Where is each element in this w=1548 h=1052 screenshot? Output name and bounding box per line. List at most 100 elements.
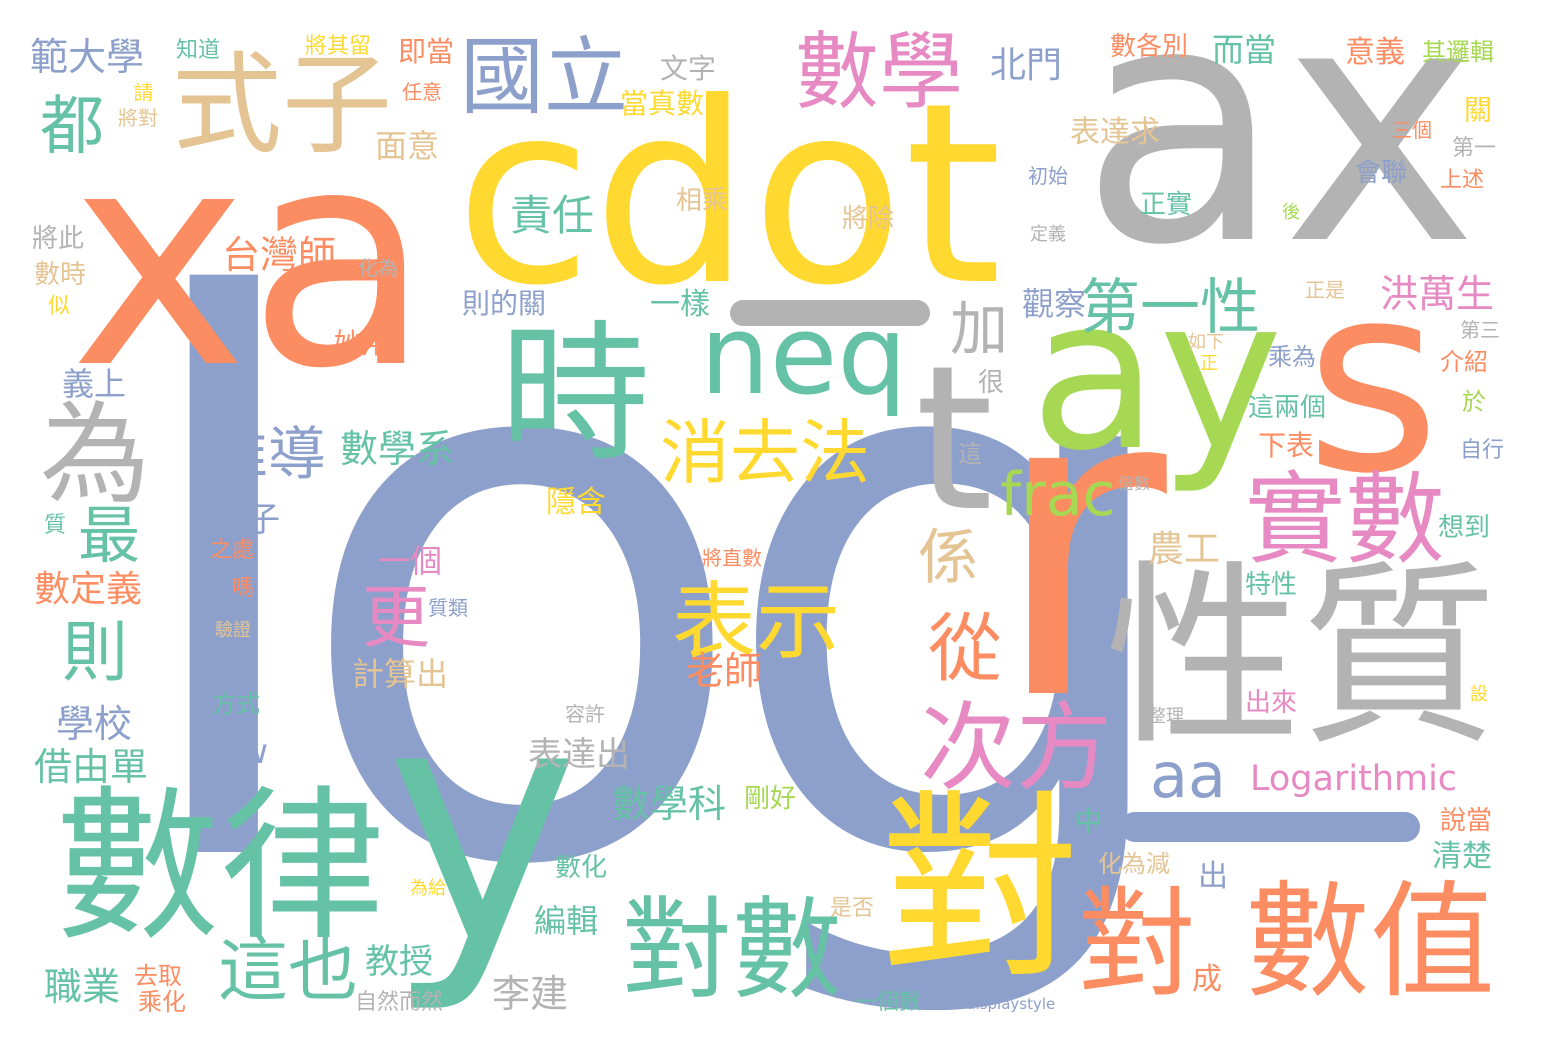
word-beishu: 倍數 xyxy=(1118,474,1151,493)
word-xingzhi: 性質 xyxy=(1105,544,1498,772)
word-duishu: 對數 xyxy=(622,886,842,1014)
word-zedeguan: 則的關 xyxy=(462,287,547,320)
word-miaoyong: 妙用 xyxy=(334,327,391,360)
word-ax: ax xyxy=(1080,0,1478,317)
word-qiluoji: 其邏輯 xyxy=(1422,38,1494,66)
word-log: log xyxy=(118,148,1197,1032)
word-si: 似 xyxy=(48,294,71,319)
word-fangshi: 方式 xyxy=(212,690,260,718)
word-shuxueke: 數學科 xyxy=(612,782,727,826)
word-laoshi: 老師 xyxy=(686,649,763,693)
word-jiangchu: 將除 xyxy=(842,204,895,234)
word-cdot: cdot xyxy=(455,49,1003,340)
word-zhengshi2: 正是 xyxy=(1305,278,1345,302)
word-ay: ay xyxy=(1030,252,1283,497)
word-dui-large: 對 xyxy=(880,773,1081,1006)
word-quqiu: 去取 xyxy=(134,962,182,990)
word-shushi: 數時 xyxy=(34,260,87,290)
word-jia: 加 xyxy=(950,295,1009,363)
word-jiangzhishu: 將直數 xyxy=(702,546,762,570)
word-jiangdui: 將對 xyxy=(118,106,158,130)
word-zheye: 這也 xyxy=(218,929,358,1011)
word-displaystyle: displaystyle xyxy=(966,995,1056,1013)
word-chulai: 出來 xyxy=(1245,688,1298,718)
word-jiangci: 將此 xyxy=(32,224,85,254)
word-zhiye: 職業 xyxy=(44,965,121,1009)
word-jidang: 即當 xyxy=(398,35,455,68)
word-disan: 第三 xyxy=(1460,318,1500,342)
word-hou: 後 xyxy=(1282,202,1300,223)
word-lijian: 李建 xyxy=(492,972,569,1016)
word-zhengshi: 正實 xyxy=(1140,190,1193,220)
word-hen: 很 xyxy=(978,368,1005,398)
word-shuxue: 數學 xyxy=(795,23,964,121)
word-logarithmic: Logarithmic xyxy=(1250,759,1458,799)
word-shizi: 式子 xyxy=(172,41,392,169)
word-shuxuexi: 數學系 xyxy=(340,427,455,471)
word-weigei: 為給 xyxy=(410,878,446,899)
word-shifou: 是否 xyxy=(830,896,875,921)
word-huawei: 化為 xyxy=(358,256,398,280)
word-xiaoqufa: 消去法 xyxy=(660,412,870,494)
word-ma: 嗎 xyxy=(232,576,255,601)
word-yinhan: 隱含 xyxy=(546,485,606,520)
word-chenghua: 乘化 xyxy=(138,988,186,1016)
word-ganghao: 剛好 xyxy=(744,784,797,814)
word-xa: xa xyxy=(70,85,432,434)
word-ziranerran: 自然而然 xyxy=(355,990,444,1015)
word-chu: 出 xyxy=(1198,859,1228,894)
word-zui: 最 xyxy=(78,499,141,572)
word-zeren: 責任 xyxy=(510,191,595,240)
word-biaodachu: 表達出 xyxy=(528,735,630,775)
word-jisuanchu: 計算出 xyxy=(352,655,449,693)
word-zhengli: 整理 xyxy=(1148,706,1184,727)
word-zheng: 正 xyxy=(1200,353,1218,374)
word-s: s xyxy=(1305,229,1441,531)
word-guoli: 國立 xyxy=(460,28,629,126)
word-r: r xyxy=(990,295,1167,795)
word-liezi: 例子 xyxy=(212,500,280,540)
word-tuidao: 推導 xyxy=(210,420,327,488)
word-renyi: 任意 xyxy=(402,80,442,104)
word-zixing: 自行 xyxy=(1460,438,1505,463)
word-zhichu: 之處 xyxy=(210,538,255,563)
word-shuhua: 數化 xyxy=(555,853,608,883)
word-frac: frac xyxy=(1000,460,1116,530)
word-shuodang: 說當 xyxy=(1440,806,1493,836)
word-yigeshu: 一個數 xyxy=(855,990,922,1015)
word-zhilei: 質類 xyxy=(428,596,468,620)
word-rongxu: 容許 xyxy=(565,702,605,726)
word-guan: 關 xyxy=(1460,95,1493,123)
word-fandaxue: 範大學 xyxy=(30,35,145,79)
word-wei: 為 xyxy=(40,391,150,519)
word-aa: aa xyxy=(1150,739,1226,812)
word-xi: 係 xyxy=(918,523,978,593)
word-geng: 更 xyxy=(362,579,431,658)
word-huaweijian: 化為減 xyxy=(1098,850,1170,878)
word-yiyang: 一樣 xyxy=(650,287,710,322)
word-shugebie: 數各別 xyxy=(1110,32,1189,62)
word-dui-small: 對 xyxy=(1078,875,1197,1013)
word-shudingyi: 數定義 xyxy=(34,569,143,610)
word-yu: 於 xyxy=(1462,388,1486,416)
word-law: law xyxy=(210,732,269,772)
word-taiwanshi: 台灣師 xyxy=(222,233,337,277)
word-xiangcheng: 相乘 xyxy=(676,186,729,216)
dash-gray xyxy=(730,300,930,326)
word-biaoshi: 表示 xyxy=(672,573,841,671)
word-xiabiao: 下表 xyxy=(1258,429,1315,462)
word-cong: 從 xyxy=(928,606,1002,692)
word-bianji: 編輯 xyxy=(534,902,599,940)
word-neq: neq xyxy=(700,291,908,419)
word-mianyi: 面意 xyxy=(375,127,440,165)
word-beimen: 北門 xyxy=(990,45,1063,86)
word-dou: 都 xyxy=(40,90,104,164)
word-texing: 特性 xyxy=(1245,570,1298,600)
dash-blue xyxy=(1120,812,1420,842)
word-t: t xyxy=(915,323,994,556)
word-huilian: 會聯 xyxy=(1355,158,1408,188)
word-yige: 一個 xyxy=(378,542,443,580)
word-zheliangge: 這兩個 xyxy=(1248,393,1327,423)
word-xuexiao: 學校 xyxy=(56,702,133,746)
word-wenzi: 文字 xyxy=(660,52,717,85)
